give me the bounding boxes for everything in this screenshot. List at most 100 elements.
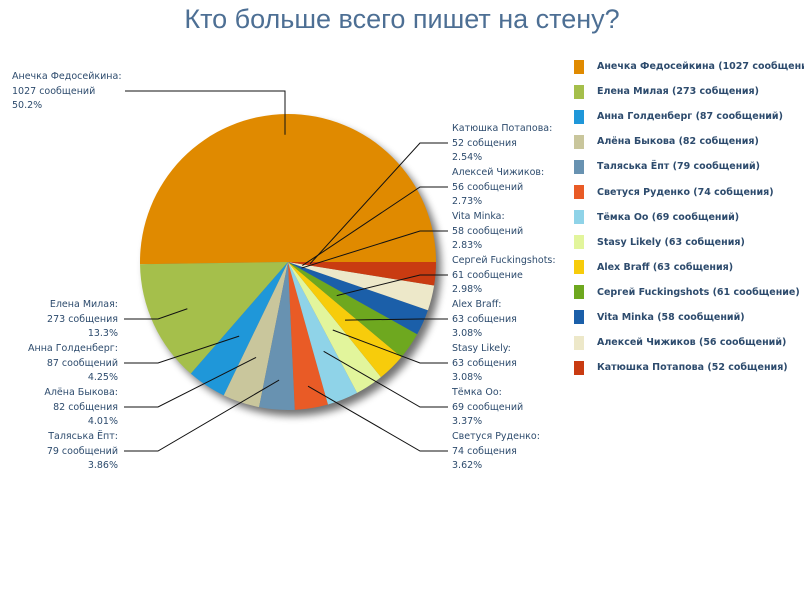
leader-line-4 [124,379,280,452]
legend: Анечка Федосейкина (1027 сообщений) Елена… [574,54,804,380]
legend-swatch [574,109,584,124]
legend-item: Таляська Ёпт (79 сообщений) [574,154,804,179]
pie-slice-2 [190,262,288,396]
leader-line-8 [345,318,448,321]
label-percent: 13.3% [87,328,118,339]
legend-item: Сергей Fuckingshots (61 сообщение) [574,280,804,305]
leader-line-3 [124,356,257,408]
label-count: 82 собщения [53,401,118,413]
label-count: 74 собщения [452,445,517,457]
pie-slice-0 [140,113,436,265]
pie-slice-8 [288,262,402,378]
label-name: Елена Милая: [49,299,118,310]
leader-line-9 [336,274,448,297]
pie-slice-11 [288,262,435,311]
label-percent: 2.83% [452,240,483,251]
label-count: 52 собщения [452,137,517,149]
data-label: Алёна Быкова: 82 собщения 4.01% [44,386,118,430]
label-percent: 2.98% [452,284,483,295]
label-count: 58 сообщений [452,225,524,237]
pie-slice-5 [288,262,328,410]
label-percent: 4.25% [87,372,118,383]
leader-line-11 [302,186,448,267]
label-count: 56 сообщений [452,181,524,193]
legend-label: Vita Minka (58 сообщений) [597,311,745,323]
legend-label: Светуся Руденко (74 собщения) [597,186,774,198]
leader-line-0 [125,90,286,135]
data-label: Сергей Fuckingshots: 61 сообщение 2.98% [452,254,556,298]
legend-item: Светуся Руденко (74 собщения) [574,179,804,204]
pie-slice-3 [223,262,288,408]
legend-swatch [574,260,584,275]
pie-slice-7 [288,262,381,393]
label-count: 87 сообщений [46,357,118,369]
pie-slice-4 [259,262,295,410]
label-percent: 3.08% [452,372,483,383]
legend-item: Катюшка Потапова (52 собщения) [574,355,804,380]
legend-label: Анечка Федосейкина (1027 сообщений) [597,61,804,73]
legend-item: Stasy Likely (63 собщения) [574,230,804,255]
label-percent: 4.01% [87,416,118,427]
label-name: Алексей Чижиков: [452,167,545,178]
legend-label: Сергей Fuckingshots (61 сообщение) [597,286,800,298]
data-label: Анечка Федосейкина: 1027 сообщений 50.2% [12,70,122,114]
label-count: 63 собщения [452,357,517,369]
legend-label: Алексей Чижиков (56 сообщений) [597,337,787,349]
label-percent: 2.54% [452,152,483,163]
label-name: Vita Minka: [452,211,505,222]
legend-swatch [574,210,584,225]
legend-label: Анна Голденберг (87 сообщений) [597,111,783,123]
label-name: Катюшка Потапова: [452,123,553,134]
label-count: 273 собщения [47,313,118,325]
leader-line-6 [323,350,448,408]
label-name: Alex Braff: [452,299,502,310]
label-name: Анечка Федосейкина: [12,71,122,82]
pie-slice-12 [288,262,436,286]
label-name: Сергей Fuckingshots: [452,255,556,266]
pie-slice-9 [288,262,418,358]
label-percent: 3.86% [87,460,118,471]
label-percent: 3.37% [452,416,483,427]
legend-label: Alex Braff (63 собщения) [597,261,734,273]
label-name: Stasy Likely: [452,343,511,354]
data-label: Алексей Чижиков: 56 сообщений 2.73% [452,166,544,210]
legend-swatch [574,159,584,174]
leader-line-12 [309,142,448,265]
data-label: Stasy Likely: 63 собщения 3.08% [452,342,517,386]
legend-swatch [574,310,584,325]
legend-swatch [574,335,584,350]
data-label: Таляська Ёпт: 79 сообщений 3.86% [47,430,118,474]
data-label: Vita Minka: 58 сообщений 2.83% [452,210,523,254]
leader-line-1 [124,308,188,320]
legend-label: Stasy Likely (63 собщения) [597,236,745,248]
legend-item: Тёмка Оо (69 сообщений) [574,205,804,230]
data-label: Светуся Руденко: 74 собщения 3.62% [452,430,540,474]
legend-label: Елена Милая (273 собщения) [597,86,759,98]
data-label: Катюшка Потапова: 52 собщения 2.54% [452,122,552,166]
legend-swatch [574,84,584,99]
legend-item: Анечка Федосейкина (1027 сообщений) [574,54,804,79]
data-label: Елена Милая: 273 собщения 13.3% [47,298,118,342]
label-percent: 2.73% [452,196,483,207]
label-percent: 50.2% [12,100,43,111]
legend-swatch [574,235,584,250]
label-count: 61 сообщение [452,269,523,281]
legend-item: Алёна Быкова (82 собщения) [574,129,804,154]
legend-item: Алексей Чижиков (56 сообщений) [574,330,804,355]
legend-label: Таляська Ёпт (79 сообщений) [597,161,760,173]
pie-slice-1 [140,262,288,374]
legend-item: Vita Minka (58 сообщений) [574,305,804,330]
pie-slice-6 [288,262,358,405]
legend-label: Алёна Быкова (82 собщения) [597,136,759,148]
legend-label: Тёмка Оо (69 сообщений) [597,211,740,223]
leader-line-10 [301,230,448,269]
legend-swatch [574,360,584,375]
label-name: Тёмка Оо: [452,387,502,398]
label-percent: 3.62% [452,460,483,471]
legend-item: Анна Голденберг (87 сообщений) [574,104,804,129]
data-label: Анна Голденберг: 87 сообщений 4.25% [28,342,118,386]
legend-label: Катюшка Потапова (52 собщения) [597,362,788,374]
chart-title: Кто больше всего пишет на стену? [184,4,620,34]
legend-swatch [574,134,584,149]
